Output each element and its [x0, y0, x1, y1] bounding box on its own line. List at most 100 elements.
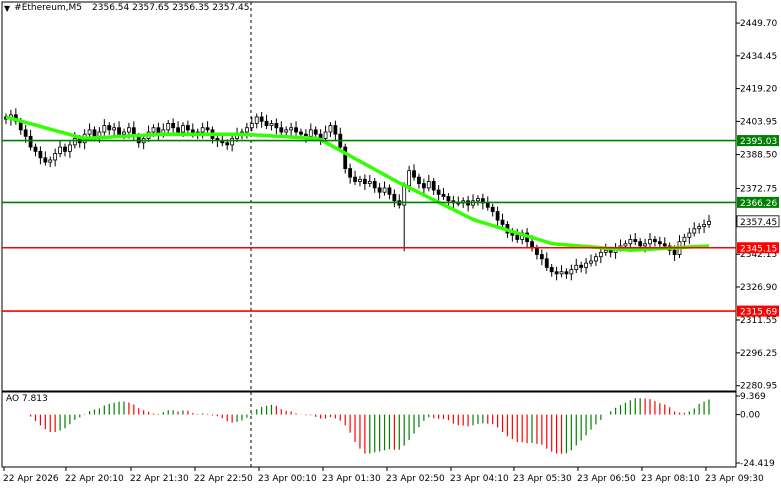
candle-body: [535, 247, 539, 255]
candle-body: [643, 243, 647, 247]
price-level-tag: [737, 135, 779, 147]
time-tick-label: 22 Apr 22:50: [194, 474, 253, 484]
candle-body: [549, 267, 554, 273]
candle-body: [539, 254, 544, 260]
candle-body: [43, 157, 48, 163]
price-tick-label: 2388.50: [740, 151, 777, 161]
candle-body: [417, 176, 421, 185]
ao-indicator-title: AO 7.813: [6, 394, 48, 404]
candle-body: [48, 159, 53, 163]
candle-body: [372, 181, 377, 189]
current-price-tag: [736, 215, 780, 228]
candle-body: [421, 183, 426, 189]
candle-body: [53, 153, 58, 161]
candle-body: [230, 138, 235, 146]
candle-body: [117, 127, 121, 135]
candle-body: [254, 116, 259, 124]
time-tick-label: 22 Apr 21:30: [130, 474, 189, 484]
price-level-label: 2395.03: [740, 137, 777, 147]
candle-body: [500, 219, 505, 225]
candle-body: [151, 127, 156, 133]
triangle-down-icon[interactable]: ▼: [4, 3, 11, 13]
candle-body: [28, 135, 33, 148]
candle-body: [112, 127, 117, 131]
candle-body: [554, 271, 559, 275]
candle-body: [426, 181, 431, 189]
candle-body: [333, 125, 338, 135]
candle-body: [657, 241, 662, 245]
candle-body: [584, 262, 588, 268]
price-level-tag: [737, 305, 779, 317]
candle-body: [697, 226, 702, 230]
candle-body: [638, 241, 643, 247]
candle-body: [608, 249, 613, 253]
candle-body: [92, 129, 97, 137]
current-price-label: 2357.45: [740, 218, 777, 228]
candle-body: [446, 196, 451, 202]
candle-body: [702, 224, 706, 227]
candle-body: [377, 187, 382, 193]
time-tick-label: 22 Apr 2026: [3, 474, 59, 484]
candle-body: [171, 123, 176, 129]
time-tick-label: 23 Apr 09:30: [705, 474, 764, 484]
candle-body: [672, 249, 677, 255]
candle-body: [682, 236, 687, 243]
candle-body: [392, 193, 397, 202]
candle-body: [181, 125, 185, 133]
candle-body: [579, 264, 584, 268]
candle-body: [249, 123, 254, 129]
candle-body: [225, 142, 230, 146]
candle-body: [407, 170, 412, 187]
candle-body: [436, 189, 441, 195]
candle-body: [515, 234, 520, 240]
ao-tick-label: 0.00: [740, 411, 760, 421]
chart-header: ▼ #Ethereum,M5 2356.54 2357.65 2356.35 2…: [4, 3, 249, 13]
candle-body: [279, 127, 284, 133]
main-chart-frame: [1, 1, 737, 392]
candle-body: [544, 258, 549, 268]
price-tick-label: 2449.70: [740, 19, 777, 29]
moving-average-line: [5, 115, 710, 252]
candle-body: [569, 269, 574, 275]
candle-body: [490, 206, 495, 212]
candle-body: [382, 187, 387, 193]
ohlc-values: 2356.54 2357.65 2356.35 2357.45: [92, 3, 250, 13]
candle-body: [244, 127, 249, 133]
candle-body: [412, 170, 416, 178]
time-tick-label: 23 Apr 06:50: [577, 474, 636, 484]
candle-body: [102, 125, 107, 133]
candle-body: [38, 150, 43, 159]
candle-body: [589, 260, 593, 264]
candle-body: [603, 249, 608, 253]
candle-body: [127, 127, 131, 133]
candle-body: [259, 116, 264, 122]
price-level-label: 2315.69: [740, 308, 777, 318]
candle-body: [289, 127, 294, 131]
candle-body: [63, 146, 67, 152]
price-level-tag: [737, 242, 779, 254]
candle-body: [72, 138, 77, 146]
candle-body: [269, 123, 274, 126]
candle-body: [485, 202, 490, 208]
candle-body: [692, 228, 697, 234]
candle-body: [362, 178, 367, 185]
price-level-label: 2366.26: [740, 199, 777, 209]
candle-body: [358, 178, 362, 182]
symbol-label: #Ethereum,M5: [14, 3, 83, 13]
price-tick-label: 2311.55: [740, 316, 777, 326]
ao-tick-label: 9.369: [740, 392, 766, 402]
candle-body: [58, 146, 62, 154]
price-tick-label: 2296.25: [740, 349, 777, 359]
candle-body: [594, 256, 598, 262]
time-tick-label: 23 Apr 05:30: [513, 474, 572, 484]
candle-body: [353, 176, 357, 182]
candle-body: [23, 129, 28, 137]
candle-body: [205, 127, 210, 131]
time-tick-label: 23 Apr 01:30: [322, 474, 381, 484]
price-tick-label: 2403.95: [740, 117, 777, 127]
candle-body: [299, 131, 303, 135]
candle-body: [33, 146, 38, 152]
time-tick-label: 23 Apr 08:10: [641, 474, 700, 484]
